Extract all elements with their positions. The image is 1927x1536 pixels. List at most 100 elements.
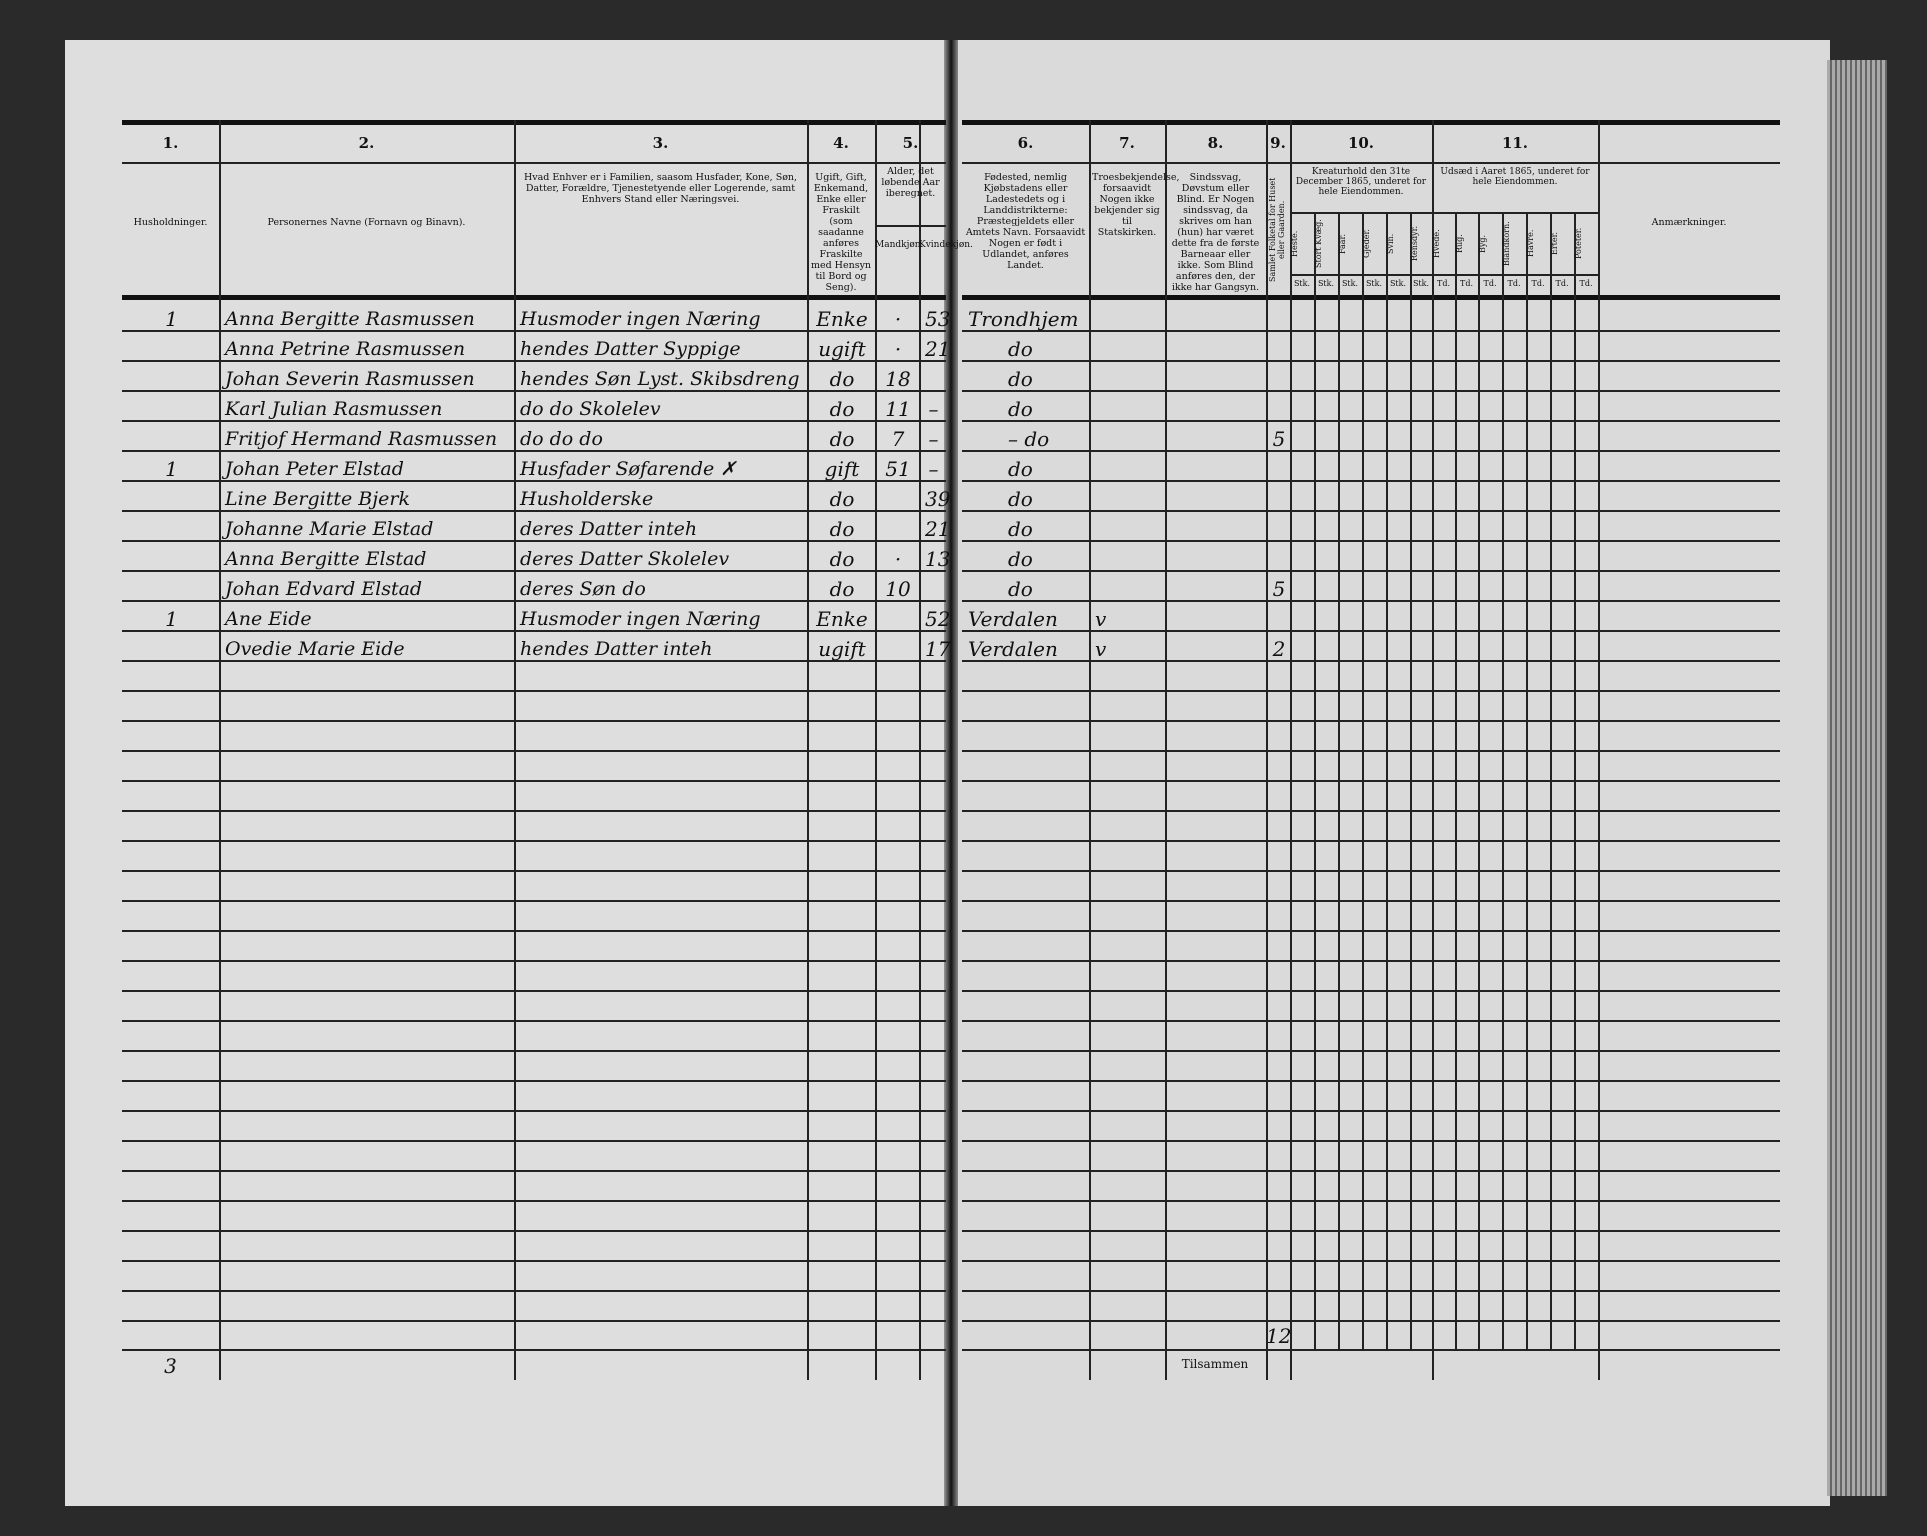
table-row-civil: do [829, 517, 855, 541]
header-top-rule [962, 120, 1780, 125]
column-header-label: Kreaturhold den 31te December 1865, unde… [1295, 167, 1427, 197]
column-rule [1266, 120, 1268, 1380]
unit-label: Td. [1507, 279, 1521, 288]
unit-label: Td. [1579, 279, 1593, 288]
table-row-male: 7 [891, 427, 905, 451]
sub-column-rule [1410, 212, 1412, 1349]
row-rule [962, 1320, 1780, 1322]
sub-column-rule [1550, 212, 1552, 1349]
row-rule [962, 750, 1780, 752]
sub-column-header: Gjeder. [1362, 229, 1371, 258]
row-rule [122, 570, 946, 572]
table-row-female: 21 [925, 337, 951, 361]
row-rule [122, 1140, 946, 1142]
sub-column-header: Faar. [1338, 233, 1347, 254]
row-rule [122, 720, 946, 722]
column-header-label: Samlet Folketal for Huset eller Gaarden. [1268, 177, 1286, 283]
table-row-role: hendes Datter Syppige [520, 338, 741, 360]
table-row-birthplace: Trondhjem [968, 307, 1079, 331]
sub-column-rule [1478, 212, 1480, 1349]
table-row-civil: do [829, 397, 855, 421]
column-rule [807, 120, 809, 1380]
sub-column-rule [1574, 212, 1576, 1349]
table-row-civil: Enke [816, 307, 868, 331]
unit-rule [1290, 274, 1598, 276]
table-row-female: – [928, 427, 939, 451]
table-row-civil: do [829, 547, 855, 571]
unit-label: Td. [1483, 279, 1497, 288]
row-rule [962, 1140, 1780, 1142]
table-row-birthplace: do [1008, 367, 1033, 391]
sum-rule [122, 1349, 946, 1351]
table-row-male: · [894, 337, 902, 361]
row-rule [962, 630, 1780, 632]
row-rule [962, 930, 1780, 932]
table-row-hh: 1 [165, 307, 178, 331]
table-row-role: do do do [520, 428, 603, 450]
table-row-birthplace: do [1008, 547, 1033, 571]
column-number-9: 9. [1270, 134, 1286, 152]
header-number-rule [962, 162, 1780, 164]
table-row-civil: do [829, 487, 855, 511]
unit-label: Td. [1437, 279, 1450, 288]
row-rule [962, 570, 1780, 572]
row-rule [122, 660, 946, 662]
row-rule [122, 780, 946, 782]
row-rule [122, 810, 946, 812]
row-rule [122, 1230, 946, 1232]
column-rule [1165, 120, 1167, 1380]
table-row-total: 5 [1272, 577, 1286, 601]
table-row-civil: Enke [816, 607, 868, 631]
sub-column-header: Rensdyr. [1410, 225, 1419, 262]
row-rule [962, 960, 1780, 962]
table-row-total: 5 [1272, 427, 1286, 451]
table-row-civil: do [829, 577, 855, 601]
table-row-name: Johan Edvard Elstad [225, 578, 423, 600]
header-bottom-rule [122, 295, 946, 300]
row-rule [122, 1320, 946, 1322]
table-row-birthplace: do [1008, 457, 1033, 481]
row-rule [962, 1170, 1780, 1172]
persons-total: 12 [1266, 1324, 1292, 1348]
row-rule [122, 930, 946, 932]
column-number-1: 1. [162, 134, 179, 152]
column-rule [219, 120, 221, 1380]
unit-label: Stk. [1389, 279, 1407, 288]
row-rule [962, 900, 1780, 902]
row-rule [962, 660, 1780, 662]
table-row-civil: do [829, 367, 855, 391]
table-row-male: · [894, 307, 902, 331]
row-rule [962, 1050, 1780, 1052]
table-row-birthplace: do [1008, 397, 1033, 421]
table-row-male: 10 [885, 577, 911, 601]
row-rule [122, 1110, 946, 1112]
unit-label: Td. [1460, 279, 1473, 288]
row-rule [122, 480, 946, 482]
table-row-role: deres Datter inteh [520, 518, 698, 540]
row-rule [962, 1200, 1780, 1202]
sub-column-header: Byg. [1478, 234, 1487, 253]
row-rule [122, 600, 946, 602]
sub-column-rule [1455, 212, 1457, 1349]
column-number-2: 2. [358, 134, 375, 152]
table-row-name: Johanne Marie Elstad [225, 518, 434, 540]
column-number-3: 3. [652, 134, 669, 152]
column-header-label: Troesbekjendelse, forsaavidt Nogen ikke … [1092, 172, 1180, 238]
households-total: 3 [164, 1354, 177, 1378]
page-edges [1827, 60, 1887, 1496]
unit-label: Stk. [1412, 279, 1430, 288]
table-row-name: Fritjof Hermand Rasmussen [225, 428, 498, 450]
sub-column-header: Svin. [1386, 233, 1395, 254]
table-row-female: – [928, 397, 939, 421]
column-header-label: Fødested, nemlig Kjøbstadens eller Lades… [965, 172, 1086, 271]
female-age-header: Kvindekjøn. [919, 240, 973, 250]
row-rule [122, 1080, 946, 1082]
row-rule [962, 1080, 1780, 1082]
table-row-name: Anna Bergitte Elstad [225, 548, 427, 570]
table-row-birthplace: do [1008, 337, 1033, 361]
table-row-male: 11 [885, 397, 911, 421]
row-rule [122, 750, 946, 752]
table-row-male: 18 [885, 367, 911, 391]
table-row-female: 39 [925, 487, 951, 511]
